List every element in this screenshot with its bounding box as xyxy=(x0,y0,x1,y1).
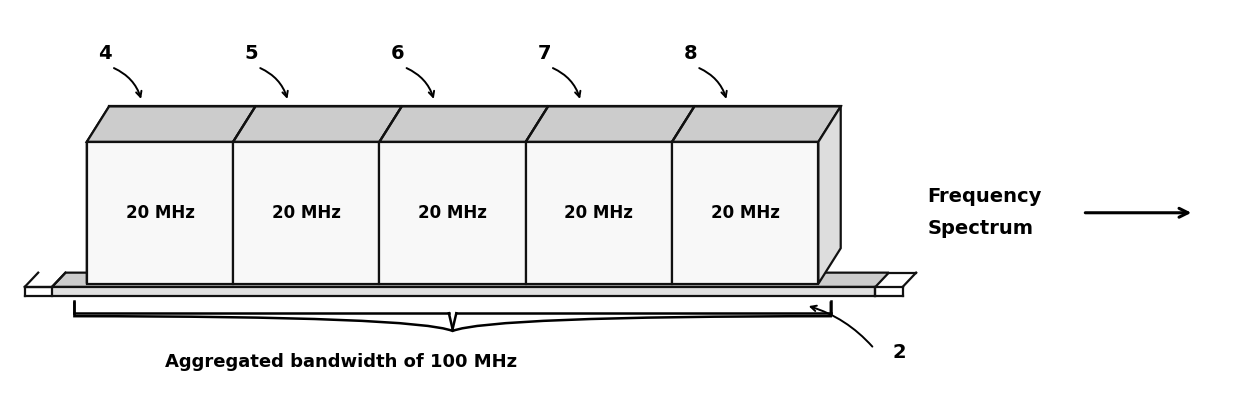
Text: Aggregated bandwidth of 100 MHz: Aggregated bandwidth of 100 MHz xyxy=(165,353,517,371)
Polygon shape xyxy=(672,142,818,284)
Polygon shape xyxy=(379,142,526,284)
Text: 7: 7 xyxy=(537,44,551,63)
FancyArrowPatch shape xyxy=(114,68,141,97)
Text: 20 MHz: 20 MHz xyxy=(564,204,634,222)
FancyArrowPatch shape xyxy=(811,306,873,347)
Polygon shape xyxy=(526,142,672,284)
Polygon shape xyxy=(818,106,841,284)
Polygon shape xyxy=(87,106,109,284)
Text: Frequency: Frequency xyxy=(928,188,1042,206)
FancyArrowPatch shape xyxy=(260,68,288,97)
Polygon shape xyxy=(526,106,694,142)
Polygon shape xyxy=(233,142,379,284)
Text: 6: 6 xyxy=(391,44,404,63)
Text: Spectrum: Spectrum xyxy=(928,219,1033,238)
Polygon shape xyxy=(672,106,841,142)
Text: 4: 4 xyxy=(98,44,112,63)
FancyArrowPatch shape xyxy=(699,68,727,97)
Polygon shape xyxy=(87,106,255,142)
Polygon shape xyxy=(52,287,875,296)
Polygon shape xyxy=(87,142,233,284)
FancyArrowPatch shape xyxy=(407,68,434,97)
Text: 8: 8 xyxy=(683,44,697,63)
Text: 20 MHz: 20 MHz xyxy=(125,204,195,222)
Text: 2: 2 xyxy=(893,343,906,362)
Polygon shape xyxy=(233,106,402,142)
Text: 20 MHz: 20 MHz xyxy=(418,204,487,222)
Polygon shape xyxy=(379,106,548,142)
FancyArrowPatch shape xyxy=(553,68,580,97)
Text: 20 MHz: 20 MHz xyxy=(272,204,341,222)
Text: 5: 5 xyxy=(244,44,258,63)
Polygon shape xyxy=(52,273,889,287)
Text: 20 MHz: 20 MHz xyxy=(711,204,780,222)
